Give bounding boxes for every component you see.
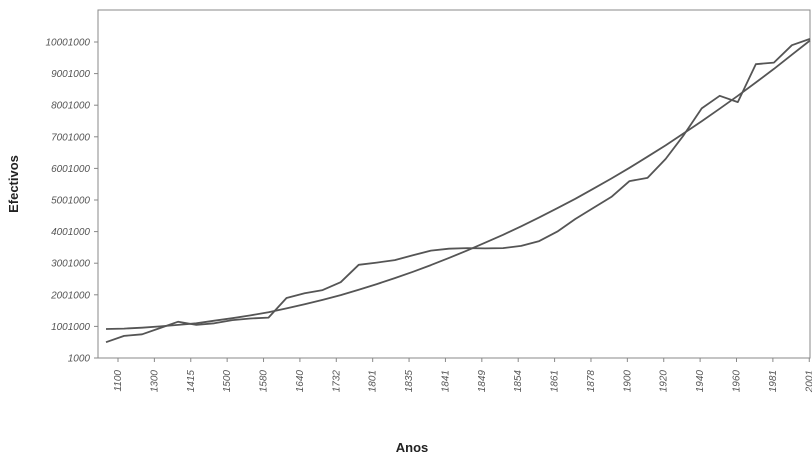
y-tick-label: 3001000 (51, 259, 90, 270)
x-tick-label: 1580 (259, 370, 270, 393)
x-tick-label: 1500 (222, 370, 233, 393)
x-tick-label: 2001 (804, 370, 812, 393)
x-tick-label: 1640 (295, 370, 306, 393)
x-tick-label: 1940 (695, 370, 706, 393)
x-tick-label: 1960 (732, 370, 743, 393)
y-tick-label: 4001000 (51, 227, 90, 238)
x-axis-title: Anos (396, 440, 429, 453)
series-line-observed (105, 38, 811, 344)
y-tick-label: 7001000 (51, 132, 90, 143)
x-tick-label: 1981 (768, 370, 779, 392)
series-lines (105, 38, 811, 344)
plot-area-frame (97, 9, 811, 359)
y-tick-label: 9001000 (51, 69, 90, 80)
y-tick-label: 5001000 (51, 196, 90, 207)
y-axis-ticks: 1000 1001000 2001000 3001000 4001000 5001000 6… (46, 38, 98, 365)
x-tick-label: 1861 (550, 370, 561, 392)
y-tick-label: 1001000 (51, 322, 90, 333)
series-line-trend (105, 39, 811, 330)
x-tick-label: 1900 (622, 370, 633, 393)
x-tick-label: 1854 (513, 370, 524, 393)
x-tick-label: 1878 (586, 370, 597, 393)
y-axis-title: Efectivos (6, 155, 21, 213)
y-tick-label: 6001000 (51, 164, 90, 175)
x-axis-ticks: 1100 1300 1415 1500 1580 1640 1732 1801 1835 1841… (113, 358, 812, 393)
x-tick-label: 1732 (331, 370, 342, 393)
y-tick-label: 10001000 (46, 38, 91, 49)
y-tick-label: 1000 (68, 354, 91, 365)
x-tick-label: 1920 (659, 370, 670, 393)
x-tick-label: 1849 (477, 370, 488, 393)
x-tick-label: 1300 (149, 370, 160, 393)
x-tick-label: 1801 (368, 370, 379, 392)
x-tick-label: 1835 (404, 370, 415, 393)
x-tick-label: 1100 (113, 370, 124, 392)
y-tick-label: 8001000 (51, 101, 90, 112)
x-tick-label: 1415 (186, 370, 197, 393)
y-tick-label: 2001000 (50, 290, 90, 301)
x-tick-label: 1841 (440, 370, 451, 392)
